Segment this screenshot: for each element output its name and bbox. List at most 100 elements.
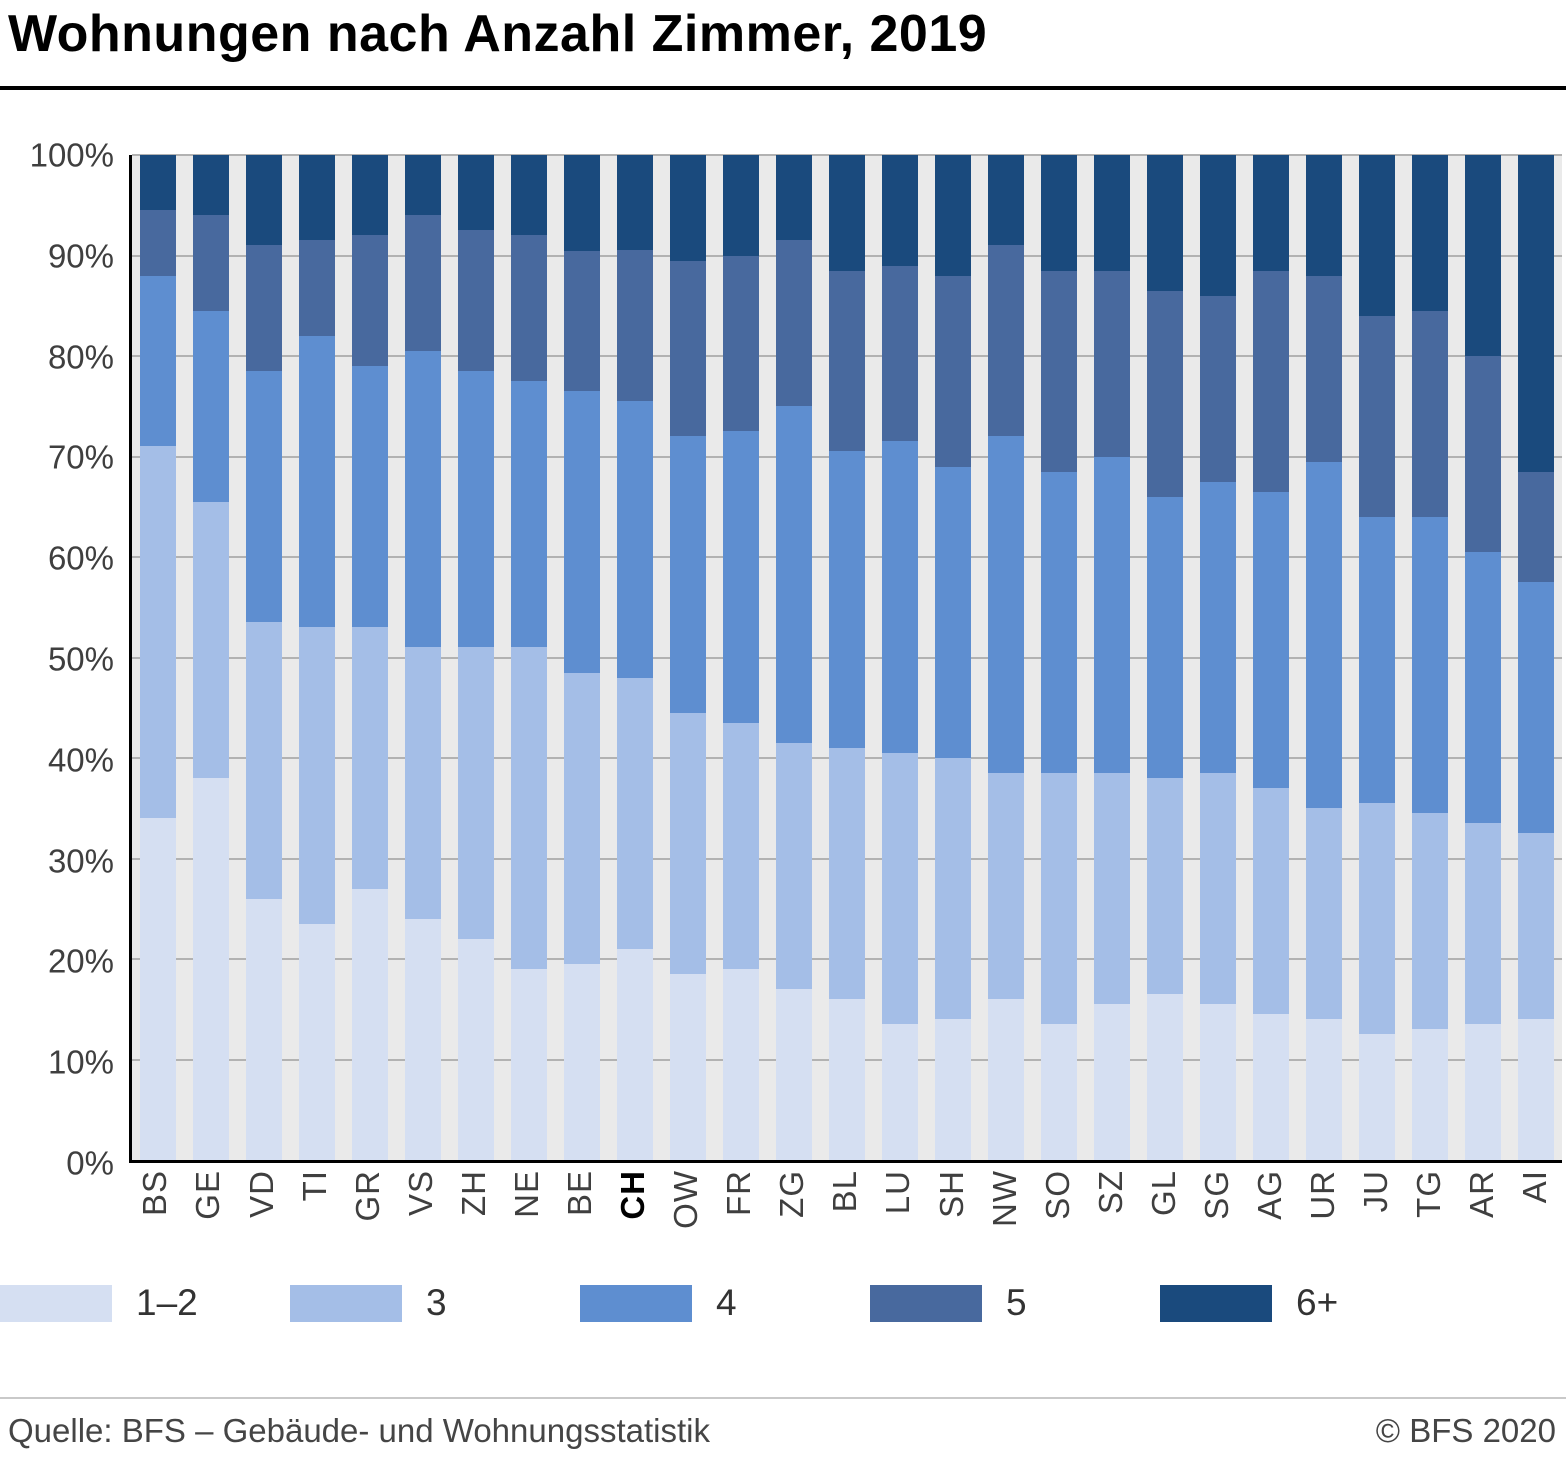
x-tick-slot: LU [872, 1170, 925, 1280]
bar-slot [1244, 155, 1297, 1160]
bar-segment [140, 818, 177, 1160]
bar-segment [882, 752, 919, 1025]
stacked-bar-ag [1252, 155, 1289, 1160]
x-tick-label-bs: BS [136, 1170, 174, 1217]
bar-segment [1517, 155, 1554, 472]
bar-segment [670, 260, 707, 437]
bar-segment [776, 989, 813, 1160]
x-tick-slot: AG [1244, 1170, 1297, 1280]
x-tick-slot: SZ [1084, 1170, 1137, 1280]
legend-item: 6+ [1160, 1282, 1450, 1324]
x-tick-label-fr: FR [720, 1170, 758, 1216]
bar-slot [238, 155, 291, 1160]
bar-segment [299, 627, 336, 924]
bar-segment [1358, 803, 1395, 1035]
x-axis-labels: BS GE VD TI GR VS ZH NE BE CH OW FR ZG BL LU SH NW SO SZ GL… [129, 1170, 1562, 1280]
bar-segment [352, 627, 389, 889]
bar-slot [768, 155, 821, 1160]
stacked-bar-sz [1093, 155, 1130, 1160]
stacked-bar-chart: 0% 10% 20% 30% 40% 50% 60% 70% 80% 90% 100% [0, 139, 1566, 1180]
bar-segment [1411, 813, 1448, 1030]
bar-segment [1411, 1029, 1448, 1160]
bar-segment [617, 677, 654, 949]
bar-slot [980, 155, 1033, 1160]
bar-segment [140, 275, 177, 447]
stacked-bar-gr [352, 155, 389, 1160]
bar-segment [193, 778, 230, 1160]
x-tick-slot: UR [1297, 1170, 1350, 1280]
x-tick-label-ch: CH [614, 1170, 652, 1220]
bar-slot [1297, 155, 1350, 1160]
bar-slot [1032, 155, 1085, 1160]
bar-segment [193, 155, 230, 216]
gridline [132, 154, 1562, 156]
bar-segment [246, 898, 283, 1160]
stacked-bar-ju [1358, 155, 1395, 1160]
x-tick-label-gl: GL [1144, 1170, 1182, 1217]
x-tick-label-ai: AI [1516, 1170, 1554, 1204]
bar-segment [723, 969, 760, 1160]
stacked-bar-ne [511, 155, 548, 1160]
x-tick-label-bl: BL [826, 1170, 864, 1213]
legend-label: 5 [1006, 1282, 1027, 1323]
bar-segment [299, 240, 336, 336]
footer-copyright: © BFS 2020 [1375, 1412, 1556, 1449]
bar-slot [927, 155, 980, 1160]
bar-segment [776, 240, 813, 407]
x-tick-label-ag: AG [1251, 1170, 1289, 1220]
stacked-bar-fr [723, 155, 760, 1160]
legend-item: 1–2 [0, 1282, 290, 1324]
bar-segment [511, 647, 548, 970]
x-tick-slot: VS [394, 1170, 447, 1280]
bar-segment [1252, 491, 1289, 789]
bar-segment [987, 245, 1024, 437]
bar-segment [1146, 994, 1183, 1160]
bar-segment [1464, 823, 1501, 1025]
x-tick-slot: SG [1191, 1170, 1244, 1280]
x-tick-slot: BE [554, 1170, 607, 1280]
bar-segment [723, 722, 760, 970]
page-title: Wohnungen nach Anzahl Zimmer, 2019 [8, 5, 988, 63]
bar-segment [723, 255, 760, 432]
stacked-bar-ai [1517, 155, 1554, 1160]
y-tick-label: 60% [47, 539, 114, 577]
bar-segment [193, 215, 230, 311]
x-tick-slot: BS [129, 1170, 182, 1280]
bar-segment [935, 1019, 972, 1160]
stacked-bar-ge [193, 155, 230, 1160]
y-tick-label: 0% [66, 1144, 114, 1182]
legend-label: 1–2 [136, 1282, 198, 1323]
stacked-bar-gl [1146, 155, 1183, 1160]
bar-segment [1411, 310, 1448, 517]
bar-segment [193, 501, 230, 779]
bar-segment [140, 155, 177, 211]
legend-swatch [870, 1284, 982, 1322]
x-tick-slot: CH [607, 1170, 660, 1280]
legend-item: 5 [870, 1282, 1160, 1324]
bar-segment [776, 406, 813, 743]
bar-segment [935, 466, 972, 759]
bar-segment [564, 391, 601, 673]
stacked-bar-nw [987, 155, 1024, 1160]
legend-item: 4 [580, 1282, 870, 1324]
bar-segment [458, 155, 495, 231]
bar-segment [670, 974, 707, 1160]
bar-slot [397, 155, 450, 1160]
bar-segment [1411, 516, 1448, 814]
bar-segment [987, 999, 1024, 1160]
bar-slot [1509, 155, 1562, 1160]
bar-segment [617, 401, 654, 678]
stacked-bar-ow [670, 155, 707, 1160]
bar-segment [1146, 155, 1183, 291]
bar-segment [511, 155, 548, 236]
y-tick-label: 10% [47, 1043, 114, 1081]
bar-slot [344, 155, 397, 1160]
y-tick-label: 40% [47, 741, 114, 779]
bar-segment [1305, 461, 1342, 809]
x-tick-label-vd: VD [242, 1170, 280, 1218]
legend-label: 4 [716, 1282, 737, 1323]
bar-segment [1093, 773, 1130, 1005]
bar-segment [617, 250, 654, 402]
bar-segment [1040, 773, 1077, 1025]
bar-segment [829, 155, 866, 271]
